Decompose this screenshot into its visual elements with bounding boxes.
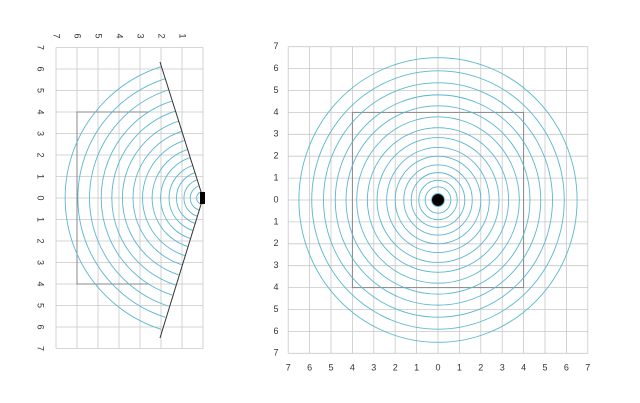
x-label: 1 <box>414 362 419 372</box>
y-label: 1 <box>36 217 46 222</box>
detection-ring <box>356 116 520 284</box>
x-label: 4 <box>521 362 526 372</box>
y-label: 4 <box>273 282 278 292</box>
detection-ring <box>121 116 203 280</box>
detection-ring <box>345 105 531 295</box>
x-label: 5 <box>328 362 333 372</box>
detection-ring <box>151 146 203 250</box>
x-label: 7 <box>585 362 590 372</box>
y-label: 2 <box>36 152 46 157</box>
y-label: 4 <box>36 281 46 286</box>
detection-ring <box>366 127 510 273</box>
y-label: 4 <box>273 107 278 117</box>
detection-ring <box>311 70 565 330</box>
y-label: 5 <box>36 88 46 93</box>
y-label: 1 <box>273 172 278 182</box>
y-label: 5 <box>273 85 278 95</box>
y-label: 1 <box>273 216 278 226</box>
x-label: 0 <box>435 362 440 372</box>
y-label: 6 <box>273 326 278 336</box>
detection-ring <box>386 146 490 254</box>
detection-ring <box>77 72 203 324</box>
x-label: 3 <box>371 362 376 372</box>
y-label: 2 <box>273 151 278 161</box>
y-label: 2 <box>36 238 46 243</box>
detection-ring <box>176 171 203 225</box>
y-label: 0 <box>36 195 46 200</box>
y-label: 7 <box>273 348 278 358</box>
y-label: 1 <box>36 174 46 179</box>
y-label: 4 <box>36 109 46 114</box>
y-label: 6 <box>36 324 46 329</box>
x-label: 5 <box>94 33 104 38</box>
x-label: 6 <box>564 362 569 372</box>
x-label: 2 <box>157 33 167 38</box>
detection-ring <box>298 57 578 343</box>
x-label: 2 <box>478 362 483 372</box>
y-label: 6 <box>273 63 278 73</box>
detection-ring <box>111 106 203 290</box>
y-label: 7 <box>273 41 278 51</box>
detection-ring <box>376 137 500 263</box>
x-label: 4 <box>350 362 355 372</box>
y-label: 6 <box>36 66 46 71</box>
left-diagram: 7 6 5 4 3 2 1 7 6 5 4 3 2 1 0 1 2 3 4 5 6 7 <box>36 33 205 351</box>
detection-ring <box>424 186 452 214</box>
detection-ring <box>403 164 473 236</box>
detection-ring <box>142 137 203 259</box>
detection-ring <box>410 172 466 228</box>
detection-ring <box>334 94 542 306</box>
detection-ring <box>431 192 445 208</box>
x-label: 2 <box>393 362 398 372</box>
sensor <box>200 192 205 204</box>
detection-rings <box>64 59 203 337</box>
y-label: 7 <box>36 45 46 50</box>
detection-ring <box>323 82 553 318</box>
x-label: 1 <box>178 33 188 38</box>
coverage-box <box>76 111 149 285</box>
x-label: 7 <box>52 33 62 38</box>
y-label: 2 <box>273 238 278 248</box>
detection-ring <box>100 95 203 301</box>
detection-ring <box>418 179 458 221</box>
detection-ring <box>132 127 203 269</box>
y-label: 5 <box>36 303 46 308</box>
coverage-square <box>351 111 525 289</box>
sensor <box>432 194 444 206</box>
y-label: 3 <box>273 129 278 139</box>
y-label: 5 <box>273 304 278 314</box>
sector-edge <box>159 197 204 339</box>
detection-ring <box>189 184 203 212</box>
x-label: 4 <box>115 33 125 38</box>
y-label: 0 <box>273 194 278 204</box>
x-label: 1 <box>457 362 462 372</box>
x-label: 5 <box>542 362 547 372</box>
x-label: 6 <box>73 33 83 38</box>
x-label: 3 <box>500 362 505 372</box>
y-label: 7 <box>36 346 46 351</box>
x-label: 3 <box>136 33 146 38</box>
x-label: 6 <box>307 362 312 372</box>
y-label: 3 <box>36 131 46 136</box>
detection-ring <box>64 59 203 337</box>
x-label: 7 <box>286 362 291 372</box>
sector-edge <box>159 61 204 199</box>
detection-ring <box>394 155 482 245</box>
y-label: 3 <box>273 260 278 270</box>
detection-ring <box>160 155 203 241</box>
detection-ring <box>89 84 203 312</box>
y-label: 3 <box>36 260 46 265</box>
